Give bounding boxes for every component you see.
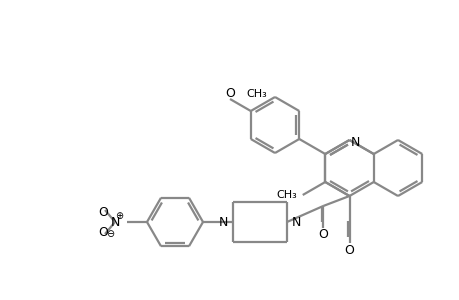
Text: CH₃: CH₃: [275, 190, 296, 200]
Text: CH₃: CH₃: [246, 89, 266, 99]
Text: O: O: [344, 244, 354, 257]
Text: O: O: [98, 206, 108, 218]
Text: N: N: [218, 217, 228, 230]
Text: N: N: [350, 136, 359, 148]
Text: N: N: [110, 215, 119, 229]
Text: ⊕: ⊕: [115, 211, 123, 221]
Text: O: O: [224, 88, 235, 100]
Text: N: N: [291, 217, 301, 230]
Text: ⊖: ⊖: [106, 229, 114, 239]
Text: O: O: [98, 226, 108, 238]
Text: O: O: [318, 229, 327, 242]
